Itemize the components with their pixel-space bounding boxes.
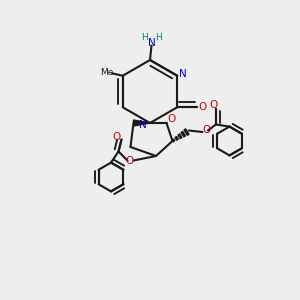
Polygon shape (134, 120, 150, 126)
Text: H: H (155, 33, 162, 42)
Text: O: O (112, 131, 120, 142)
Polygon shape (184, 129, 189, 135)
Polygon shape (178, 134, 182, 139)
Text: Me: Me (100, 68, 114, 76)
Polygon shape (172, 139, 175, 142)
Polygon shape (181, 131, 185, 137)
Polygon shape (175, 136, 178, 140)
Text: H: H (141, 33, 148, 42)
Text: N: N (148, 38, 155, 49)
Text: O: O (209, 100, 217, 110)
Text: O: O (125, 155, 133, 166)
Text: N: N (139, 119, 146, 130)
Text: O: O (202, 125, 210, 136)
Text: O: O (167, 114, 175, 124)
Text: O: O (199, 102, 207, 112)
Text: N: N (179, 69, 187, 79)
